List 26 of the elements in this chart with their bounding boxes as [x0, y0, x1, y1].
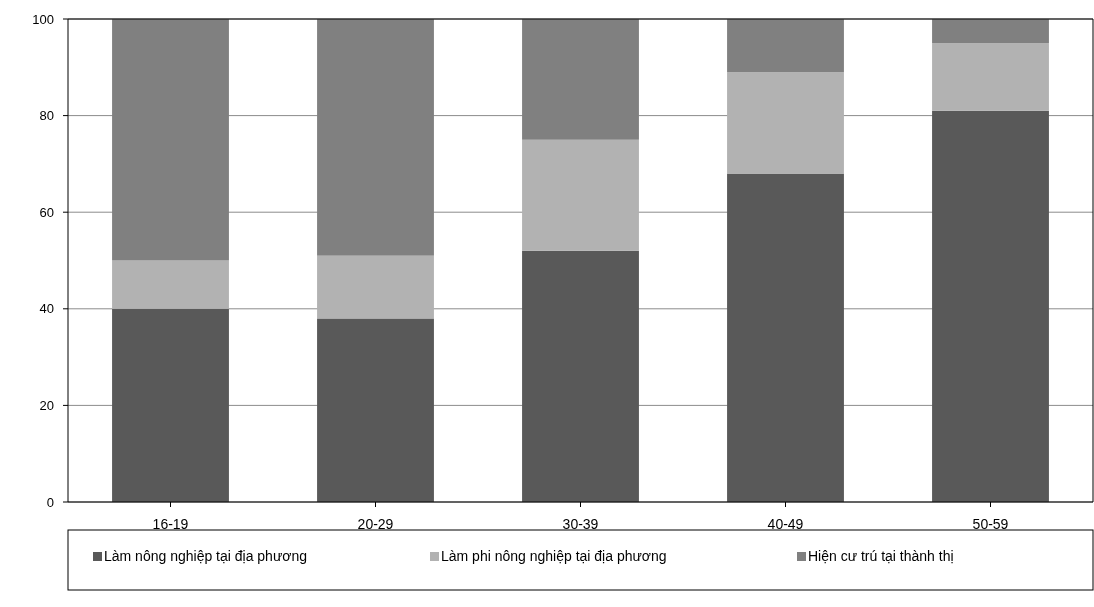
x-tick-label: 50-59	[972, 516, 1009, 532]
x-tick-label: 16-19	[152, 516, 189, 532]
y-tick-label: 80	[39, 108, 54, 124]
bar	[727, 173, 844, 502]
bar	[522, 250, 639, 502]
legend-label: Làm nông nghiệp tại địa phương	[104, 548, 308, 564]
bar	[317, 255, 434, 319]
legend-label: Hiện cư trú tại thành thị	[808, 548, 954, 564]
y-tick-label: 100	[32, 11, 54, 27]
bar	[112, 260, 229, 309]
bar	[727, 19, 844, 73]
y-tick-label: 60	[39, 204, 54, 220]
bar	[317, 318, 434, 502]
bar	[932, 43, 1049, 111]
bar	[522, 139, 639, 251]
bar	[112, 308, 229, 502]
x-tick-label: 40-49	[767, 516, 804, 532]
y-tick-label: 40	[39, 301, 54, 317]
bar	[727, 72, 844, 174]
bar	[932, 19, 1049, 44]
x-tick-label: 30-39	[562, 516, 599, 532]
legend-label: Làm phi nông nghiệp tại địa phương	[441, 548, 667, 564]
x-tick-label: 20-29	[357, 516, 394, 532]
y-tick-label: 0	[46, 494, 54, 510]
y-tick-label: 20	[39, 397, 54, 413]
bar	[932, 110, 1049, 502]
